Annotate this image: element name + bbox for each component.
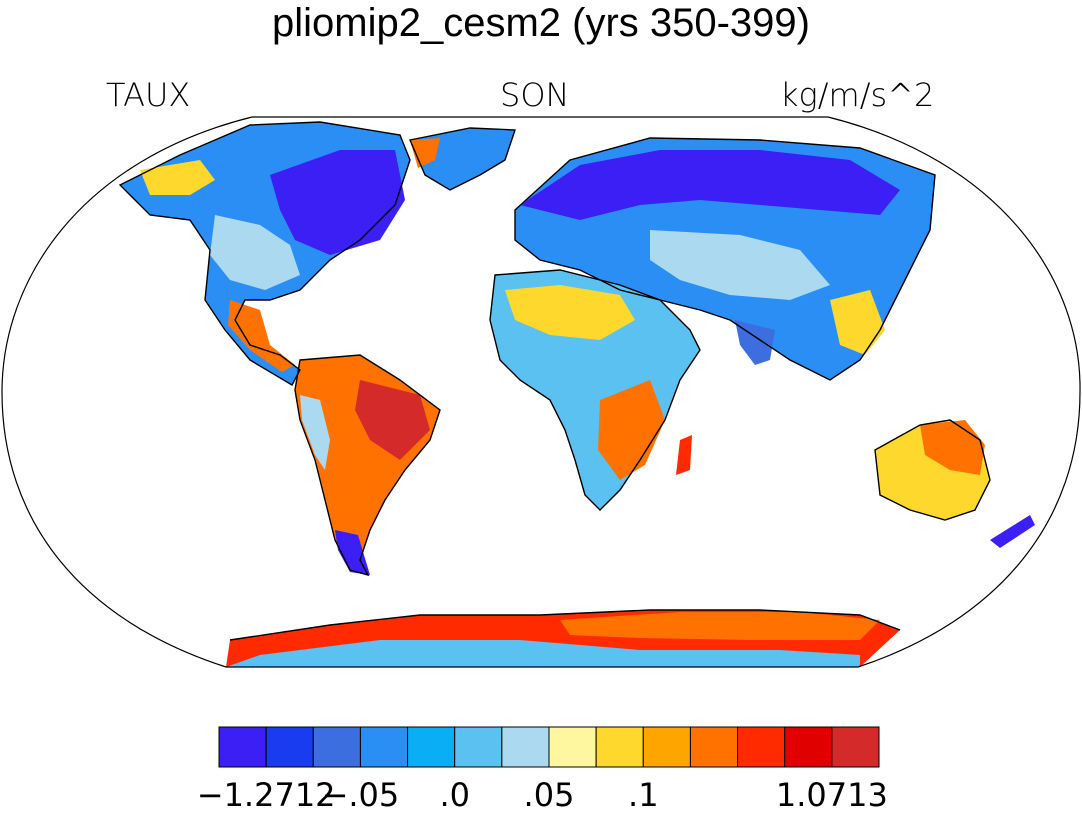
antarctica-warm-band xyxy=(560,612,880,640)
coastlines xyxy=(118,121,991,641)
colorbar-tick-label: 1.0713 xyxy=(775,776,888,814)
colorbar-tick-label: −1.2712 xyxy=(196,776,336,814)
variable-label: TAUX xyxy=(106,76,191,114)
new-zealand-cold xyxy=(990,515,1035,548)
colorbar-swatch xyxy=(737,726,786,768)
colorbar-swatch xyxy=(831,726,880,768)
colorbar-tick-label: .1 xyxy=(628,776,659,814)
north-america-weak xyxy=(210,215,300,290)
units-label: kg/m/s^2 xyxy=(780,76,935,114)
colorbar-swatch xyxy=(407,726,456,768)
antarctica-coast xyxy=(229,609,901,641)
colorbar-swatch xyxy=(689,726,739,768)
north-america-coast xyxy=(118,121,411,386)
colorbar-tick-label: .0 xyxy=(439,776,470,814)
colorbar-swatch xyxy=(784,726,833,768)
asia-warm xyxy=(830,290,885,355)
colorbar-swatch xyxy=(642,726,691,768)
south-america-coast xyxy=(294,354,441,577)
madagascar-warm xyxy=(676,435,692,475)
africa-coast xyxy=(489,269,701,511)
greenland-coast xyxy=(409,127,516,191)
south-america-strong xyxy=(355,380,430,460)
colorbar-swatch xyxy=(312,726,361,768)
sahara-warm xyxy=(505,285,635,340)
land-fields xyxy=(120,122,1035,667)
colorbar-swatch xyxy=(595,726,644,768)
colorbar-swatch xyxy=(548,726,597,768)
eurasia-strong xyxy=(520,150,900,220)
colorbar-swatch xyxy=(501,726,550,768)
colorbar-swatch xyxy=(265,726,314,768)
southern-africa-warm xyxy=(598,380,665,480)
plot-title: pliomip2_cesm2 (yrs 350-399) xyxy=(271,1,810,45)
season-label: SON xyxy=(500,76,570,114)
colorbar-tick-label: −.05 xyxy=(321,776,400,814)
colorbar-swatch xyxy=(218,726,267,768)
map-border xyxy=(1,116,1081,668)
south-america-weak xyxy=(300,395,330,470)
north-america-warm xyxy=(140,160,215,195)
colorbar-swatch xyxy=(454,726,503,768)
antarctica-cold-band xyxy=(226,640,860,667)
australia-coast xyxy=(874,419,991,521)
colorbar-swatch xyxy=(359,726,409,768)
colorbar-tick-label: .05 xyxy=(523,776,575,814)
eurasia-coast xyxy=(514,137,936,381)
australia-warm xyxy=(920,420,985,475)
asia-weak xyxy=(650,230,830,300)
india-cold xyxy=(735,320,775,365)
greenland-warm xyxy=(410,138,440,168)
